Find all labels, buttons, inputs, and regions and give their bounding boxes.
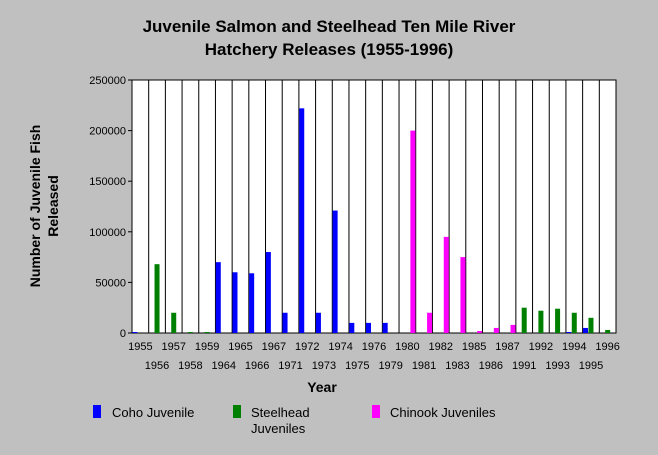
bar — [315, 312, 321, 333]
legend: Coho Juvenile Steelhead Juveniles Chinoo… — [93, 405, 496, 436]
legend-swatch-coho — [93, 405, 101, 418]
bar — [349, 322, 355, 333]
x-tick-label: 1985 — [462, 341, 486, 353]
y-tick-label: 50000 — [95, 277, 126, 289]
bar — [477, 330, 483, 333]
x-tick-label: 1972 — [295, 341, 319, 353]
legend-label-coho: Coho Juvenile — [112, 405, 194, 420]
x-tick-label: 1974 — [328, 341, 352, 353]
bar — [132, 331, 138, 333]
bar — [555, 308, 561, 333]
bar — [510, 324, 516, 333]
bar — [410, 130, 416, 333]
bar — [521, 307, 527, 333]
y-tick-label: 100000 — [89, 227, 126, 239]
x-tick-label: 1956 — [145, 360, 169, 372]
y-axis-title-line2: Released — [45, 175, 61, 236]
bar — [249, 273, 255, 333]
y-tick-label: 200000 — [89, 126, 126, 138]
bar — [605, 329, 611, 333]
bar — [566, 331, 572, 333]
bar — [215, 262, 221, 333]
x-tick-label: 1976 — [362, 341, 386, 353]
x-tick-label: 1979 — [378, 360, 402, 372]
bar — [187, 331, 193, 333]
bar — [382, 322, 388, 333]
bar — [265, 252, 271, 333]
y-tick-label: 250000 — [89, 75, 126, 87]
x-tick-label: 1994 — [562, 341, 586, 353]
bar — [588, 317, 594, 333]
grid-lines — [148, 80, 600, 333]
bar — [427, 312, 433, 333]
bar — [460, 257, 466, 333]
bar — [171, 312, 177, 333]
bars — [132, 108, 611, 333]
y-tick-label: 150000 — [89, 176, 126, 188]
x-tick-label: 1995 — [579, 360, 603, 372]
x-tick-label: 1982 — [429, 341, 453, 353]
x-axis-title: Year — [307, 379, 337, 395]
legend-label-chinook: Chinook Juveniles — [390, 405, 496, 420]
bar — [282, 312, 288, 333]
bar — [154, 264, 160, 333]
x-tick-label: 1987 — [495, 341, 519, 353]
legend-swatch-chinook — [372, 405, 380, 418]
bar — [366, 322, 371, 333]
bar — [232, 272, 238, 333]
bar — [443, 236, 449, 333]
legend-swatch-steelhead — [233, 405, 241, 418]
x-tick-label: 1981 — [412, 360, 436, 372]
x-tick-label: 1965 — [228, 341, 252, 353]
x-tick-label: 1959 — [195, 341, 219, 353]
x-tick-label: 1975 — [345, 360, 369, 372]
bar — [493, 327, 499, 333]
bar — [299, 108, 305, 333]
x-tick-label: 1983 — [445, 360, 469, 372]
y-tick-label: 0 — [120, 328, 126, 340]
x-tick-label: 1955 — [128, 341, 152, 353]
legend-label-steelhead-line2: Juveniles — [251, 421, 306, 436]
x-tick-labels: 1955 1956 1957 1958 1959 1964 1965 1966 1967 1971… — [128, 341, 620, 372]
x-tick-label: 1993 — [545, 360, 569, 372]
x-tick-label: 1973 — [312, 360, 336, 372]
x-tick-label: 1986 — [479, 360, 503, 372]
chart-subtitle: Hatchery Releases (1955-1996) — [205, 40, 454, 59]
plot-area — [131, 79, 617, 334]
x-tick-label: 1964 — [212, 360, 236, 372]
legend-label-steelhead-line1: Steelhead — [251, 405, 310, 420]
x-tick-label: 1958 — [178, 360, 202, 372]
bar — [538, 310, 544, 333]
x-tick-label: 1992 — [529, 341, 553, 353]
y-axis-title-line1: Number of Juvenile Fish — [27, 125, 43, 288]
x-tick-label: 1966 — [245, 360, 269, 372]
chart-title: Juvenile Salmon and Steelhead Ten Mile R… — [143, 17, 516, 36]
y-tick-labels: 0 50000 100000 150000 200000 250000 — [89, 75, 132, 340]
bar — [571, 312, 577, 333]
bar — [204, 331, 210, 333]
x-tick-label: 1971 — [278, 360, 302, 372]
x-tick-label: 1967 — [262, 341, 286, 353]
bar — [332, 210, 338, 333]
x-tick-label: 1980 — [395, 341, 419, 353]
x-tick-label: 1957 — [161, 341, 185, 353]
x-tick-label: 1996 — [595, 341, 619, 353]
bar — [582, 327, 588, 333]
x-tick-label: 1991 — [512, 360, 536, 372]
